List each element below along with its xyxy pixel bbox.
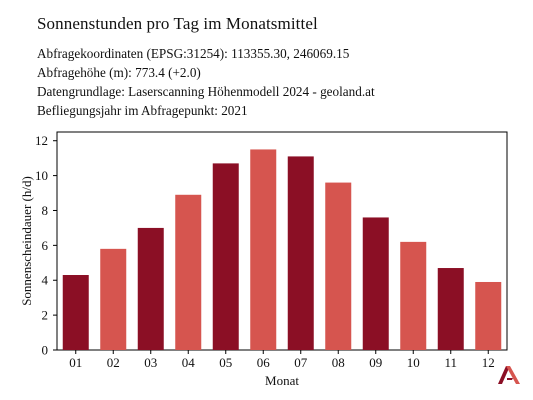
bar-04 [175, 194, 202, 350]
data-source: Datengrundlage: Laserscanning Höhenmodel… [37, 84, 375, 99]
x-tick-label: 01 [69, 355, 82, 370]
bar-02 [100, 248, 127, 350]
x-axis-label: Monat [265, 373, 299, 388]
x-tick-label: 03 [144, 355, 157, 370]
query-elevation: Abfragehöhe (m): 773.4 (+2.0) [37, 65, 201, 80]
bar-08 [325, 182, 352, 350]
flight-year: Befliegungsjahr im Abfragepunkt: 2021 [37, 103, 248, 118]
query-info: Abfragekoordinaten (EPSG:31254): 113355.… [37, 44, 375, 120]
chart-title: Sonnenstunden pro Tag im Monatsmittel [37, 14, 318, 33]
x-tick-label: 09 [369, 355, 382, 370]
x-tick-label: 04 [182, 355, 196, 370]
x-tick-label: 05 [219, 355, 232, 370]
bar-12 [475, 281, 502, 350]
bar-09 [362, 217, 389, 350]
bar-11 [437, 268, 464, 350]
x-tick-label: 07 [294, 355, 308, 370]
y-tick-label: 0 [42, 343, 49, 358]
bar-06 [250, 149, 277, 350]
x-tick-label: 08 [332, 355, 345, 370]
bar-07 [287, 156, 314, 350]
y-tick-label: 4 [42, 273, 49, 288]
y-tick-label: 8 [42, 203, 49, 218]
bar-10 [400, 241, 427, 350]
x-tick-label: 06 [257, 355, 271, 370]
y-tick-label: 2 [42, 308, 49, 323]
y-axis-label: Sonnenscheindauer (h/d) [19, 176, 34, 306]
plot-frame [56, 131, 508, 351]
bar-05 [212, 163, 239, 350]
y-tick-label: 10 [35, 168, 48, 183]
bar-03 [137, 227, 164, 350]
x-tick-label: 10 [407, 355, 420, 370]
x-tick-label: 02 [107, 355, 120, 370]
x-tick-label: 11 [444, 355, 457, 370]
y-tick-label: 6 [42, 238, 49, 253]
y-tick-label: 12 [35, 133, 48, 148]
x-tick-label: 12 [482, 355, 495, 370]
query-coordinates: Abfragekoordinaten (EPSG:31254): 113355.… [37, 46, 350, 61]
geoland-logo-icon [498, 366, 520, 384]
bar-01 [62, 275, 89, 350]
